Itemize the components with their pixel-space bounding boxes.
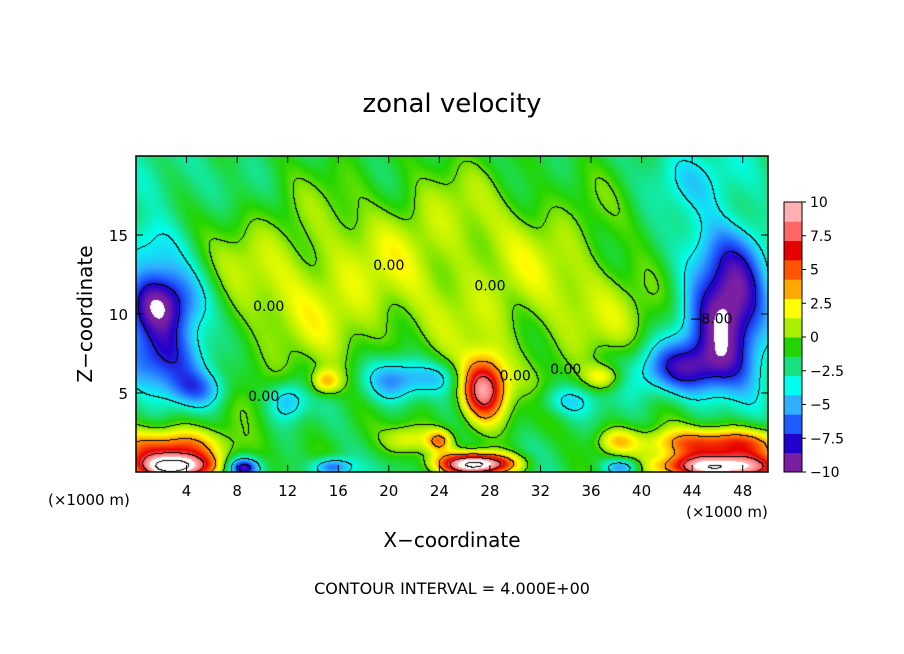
colorbar-swatch [784,452,802,473]
x-tick-label: 36 [581,482,600,500]
colorbar-tick-label: −5 [810,398,831,414]
colorbar-tick-label: −7.5 [810,431,844,447]
colorbar-tick-label: −2.5 [810,364,844,380]
x-axis-label: X−coordinate [383,528,520,552]
contour-label: 0.00 [373,258,404,274]
colorbar-tick-label: 2.5 [810,296,832,312]
colorbar-tick-label: 0 [810,330,819,346]
colorbar-swatch [784,279,802,299]
colorbar-swatch [784,394,802,415]
colorbar-tick-label: 7.5 [810,229,832,245]
contour-label: 0.00 [248,389,279,405]
colorbar-swatch [784,259,802,280]
x-tick-label: 20 [379,482,398,500]
contour-label: 0.00 [253,299,284,315]
x-tick-label: 28 [480,482,499,500]
x-tick-label: 8 [232,482,242,500]
colorbar-swatch [784,356,802,377]
colorbar-swatch [784,317,802,338]
x-tick-label: 4 [182,482,192,500]
x-tick-label: 16 [329,482,348,500]
colorbar-tick-label: 5 [810,263,819,279]
y-tick-label: 5 [118,385,128,403]
contour-labels: 0.00 0.00 0.00 0.00 0.00 0.00 −8.00 [248,258,732,405]
y-tick-label: 10 [109,306,128,324]
chart-title: zonal velocity [362,89,541,119]
heatmap-field [136,156,768,472]
colorbar-tick-label: 10 [810,195,828,211]
colorbar-tick-label: −10 [810,465,840,481]
x-tick-label: 24 [430,482,449,500]
colorbar-swatch [784,221,802,242]
x-tick-label: 32 [531,482,550,500]
colorbar-swatch [784,298,802,319]
contour-label: 0.00 [550,362,581,378]
x-tick-label: 12 [278,482,297,500]
x-tick-label: 40 [632,482,651,500]
plot-area: 0.000.000.000.000.00 0.00−8.00 4 8 12 16 20 24… [109,155,769,500]
y-axis-label: Z−coordinate [73,245,97,382]
colorbar-swatch [784,375,802,396]
x-axis-unit-left: (×1000 m) [48,491,130,509]
colorbar-swatch [784,433,802,454]
contour-label: 0.00 [474,278,505,294]
y-axis-ticks: 5 10 15 [109,227,768,403]
colorbar: 10 7.5 5 2.5 0 −2.5 −5 −7.5 −10 [783,195,844,481]
x-axis-ticks: 4 8 12 16 20 24 28 32 36 40 44 48 [182,156,752,500]
contour-label: −8.00 [690,311,733,327]
contour-label: 0.00 [500,368,531,384]
colorbar-swatch [784,337,802,357]
x-tick-label: 44 [683,482,702,500]
x-axis-unit-right: (×1000 m) [686,503,768,521]
colorbar-swatch [784,240,802,261]
contour-interval-note: CONTOUR INTERVAL = 4.000E+00 [314,579,590,598]
colorbar-swatch [784,202,802,222]
colorbar-swatch [784,414,802,434]
y-tick-label: 15 [109,227,128,245]
x-tick-label: 48 [733,482,752,500]
